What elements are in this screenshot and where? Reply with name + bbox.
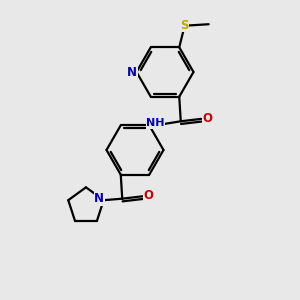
Text: S: S [180,19,189,32]
Text: O: O [202,112,212,125]
Text: N: N [94,192,104,205]
Text: NH: NH [146,118,165,128]
Text: N: N [127,65,137,79]
Text: O: O [144,189,154,202]
